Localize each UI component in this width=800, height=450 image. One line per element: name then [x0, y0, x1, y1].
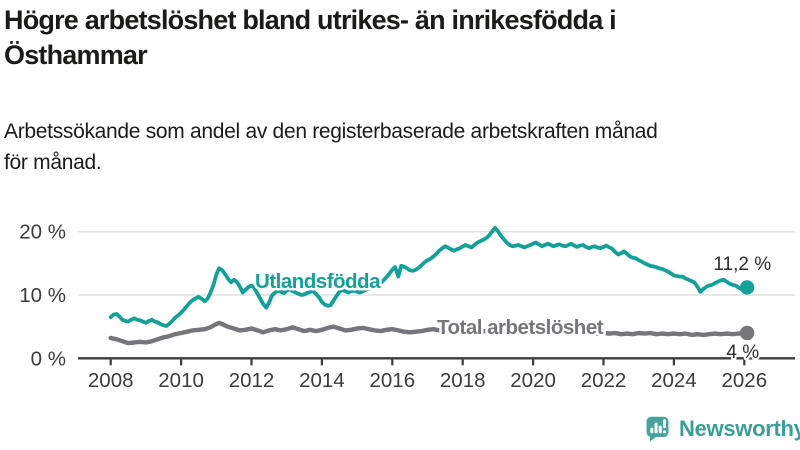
- newsworthy-brand[interactable]: Newsworthy: [644, 415, 800, 443]
- series-line-1: [108, 226, 749, 328]
- x-tick-label-2008: 2008: [88, 369, 134, 392]
- chart-subtitle: Arbetssökande som andel av den registerb…: [4, 116, 796, 178]
- unemployment-line-chart: 2008 2010 2012 2014 2016 2018 2020 2022 2024 2026…: [19, 221, 795, 392]
- title-line-2: Östhammar: [4, 40, 148, 70]
- series-line-0: [108, 320, 750, 346]
- x-tick-label-2022: 2022: [581, 369, 627, 392]
- x-tick-label-2016: 2016: [369, 369, 415, 392]
- series-end-value-1: 11,2 %: [713, 254, 771, 275]
- x-tick-label-2024: 2024: [651, 369, 697, 392]
- y-tick-label-10: 10 %: [19, 284, 66, 307]
- subtitle-line-1: Arbetssökande som andel av den registerb…: [4, 120, 658, 143]
- y-tick-label-20: 20 %: [19, 221, 66, 244]
- chart-area: 2008 2010 2012 2014 2016 2018 2020 2022 2024 2026…: [0, 195, 800, 407]
- series-end-dot-1: [739, 280, 755, 295]
- x-tick-label-2026: 2026: [721, 369, 767, 392]
- x-tick-label-2020: 2020: [510, 369, 556, 392]
- x-tick-label-2010: 2010: [158, 369, 204, 392]
- x-tick-label-2018: 2018: [440, 369, 486, 392]
- y-tick-label-0: 0 %: [31, 347, 66, 370]
- series-end-value-0: 4 %: [726, 342, 759, 363]
- title-line-1: Högre arbetslöshet bland utrikes- än inr…: [4, 5, 617, 35]
- series-label-0: Total arbetslöshet: [437, 316, 604, 339]
- newsworthy-bar-chart-bubble-icon: [646, 416, 669, 442]
- page-title: Högre arbetslöshet bland utrikes- än inr…: [4, 3, 796, 73]
- series-label-1: Utlandsfödda: [255, 270, 381, 293]
- x-tick-label-2012: 2012: [229, 369, 275, 392]
- brand-name-text: Newsworthy: [679, 416, 800, 441]
- subtitle-line-2: för månad.: [4, 151, 102, 174]
- series-end-dot-0: [739, 325, 755, 341]
- x-tick-label-2014: 2014: [299, 369, 345, 392]
